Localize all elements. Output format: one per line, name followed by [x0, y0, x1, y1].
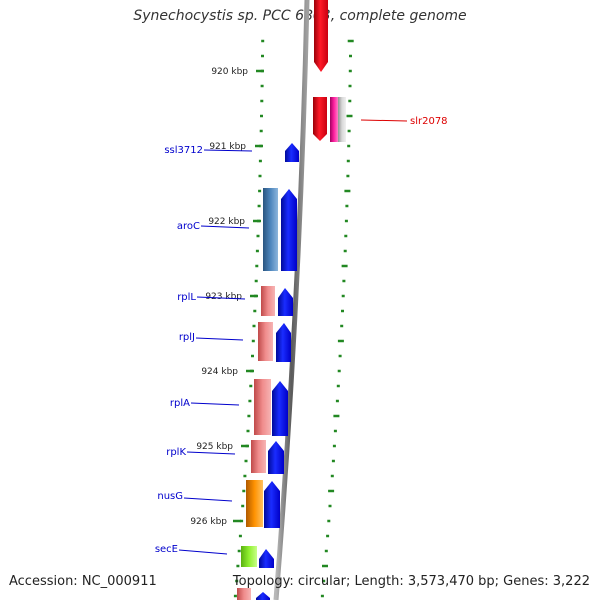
scale-label: 922 kbp — [208, 217, 245, 227]
label-leader — [196, 296, 246, 300]
cds-block-rplK — [251, 440, 266, 473]
gene-arrow-forward — [278, 288, 293, 316]
label-leader — [178, 549, 228, 555]
gene-label-slr2078[interactable]: slr2078 — [410, 116, 448, 127]
gene-arrow-reverse — [314, 0, 328, 72]
cds-block — [237, 588, 251, 600]
scale-label: 924 kbp — [201, 367, 238, 377]
forward-strand-genes — [237, 143, 299, 600]
gene-label-rplA[interactable]: rplA — [170, 398, 190, 409]
cds-block-secE — [241, 546, 257, 567]
gene-arrow-forward — [281, 189, 297, 271]
gene-label-aroC[interactable]: aroC — [177, 221, 200, 232]
cds-block-slr2078 — [330, 97, 338, 142]
label-leader — [203, 149, 253, 152]
scale-label: 921 kbp — [209, 142, 246, 152]
gene-arrow-forward — [272, 381, 288, 436]
scale-label: 923 kbp — [205, 292, 242, 302]
genome-title: Synechocystis sp. PCC 6803, complete gen… — [133, 8, 467, 24]
scale-label: 926 kbp — [190, 517, 227, 527]
cds-block-nusG — [246, 480, 263, 527]
gene-label-ssl3712[interactable]: ssl3712 — [164, 145, 203, 156]
label-leader — [195, 337, 244, 341]
cds-block-aroC — [263, 188, 278, 271]
gene-label-nusG[interactable]: nusG — [157, 491, 183, 502]
gene-arrow-forward — [276, 323, 291, 362]
gene-label-rplK[interactable]: rplK — [166, 447, 186, 458]
scale-label: 920 kbp — [211, 67, 248, 77]
outer-scale-track — [320, 39, 354, 598]
gene-arrow-forward — [256, 592, 270, 600]
gene-arrow-forward — [268, 441, 284, 474]
scale-label: 925 kbp — [196, 442, 233, 452]
gene-labels: slr2078 ssl3712 aroC rplL rplJ rplA rplK… — [155, 116, 448, 555]
gene-label-rplL[interactable]: rplL — [177, 292, 196, 303]
gene-arrow-forward — [259, 549, 274, 568]
gene-arrow-forward — [264, 481, 280, 528]
gene-arrow-reverse — [313, 97, 327, 141]
reverse-strand-genes — [313, 0, 346, 142]
label-leader — [190, 402, 240, 406]
label-leader — [183, 497, 233, 502]
gene-arrow-forward — [285, 143, 299, 162]
gene-label-rplJ[interactable]: rplJ — [179, 332, 195, 343]
kbp-scale: 920 kbp 921 kbp 922 kbp 923 kbp 924 kbp … — [190, 67, 264, 527]
accession-text: Accession: NC_000911 — [9, 574, 157, 589]
genome-backbone — [273, 0, 310, 600]
cds-block-slr2078 — [338, 97, 346, 142]
label-leader — [360, 119, 408, 122]
cds-block-rplA — [254, 379, 271, 435]
cds-block-rplJ — [258, 322, 273, 361]
gene-label-secE[interactable]: secE — [155, 544, 178, 555]
label-leader — [186, 451, 236, 455]
label-leader — [200, 225, 250, 229]
cds-block-rplL — [261, 286, 275, 316]
genome-summary-text: Topology: circular; Length: 3,573,470 bp… — [232, 574, 590, 589]
